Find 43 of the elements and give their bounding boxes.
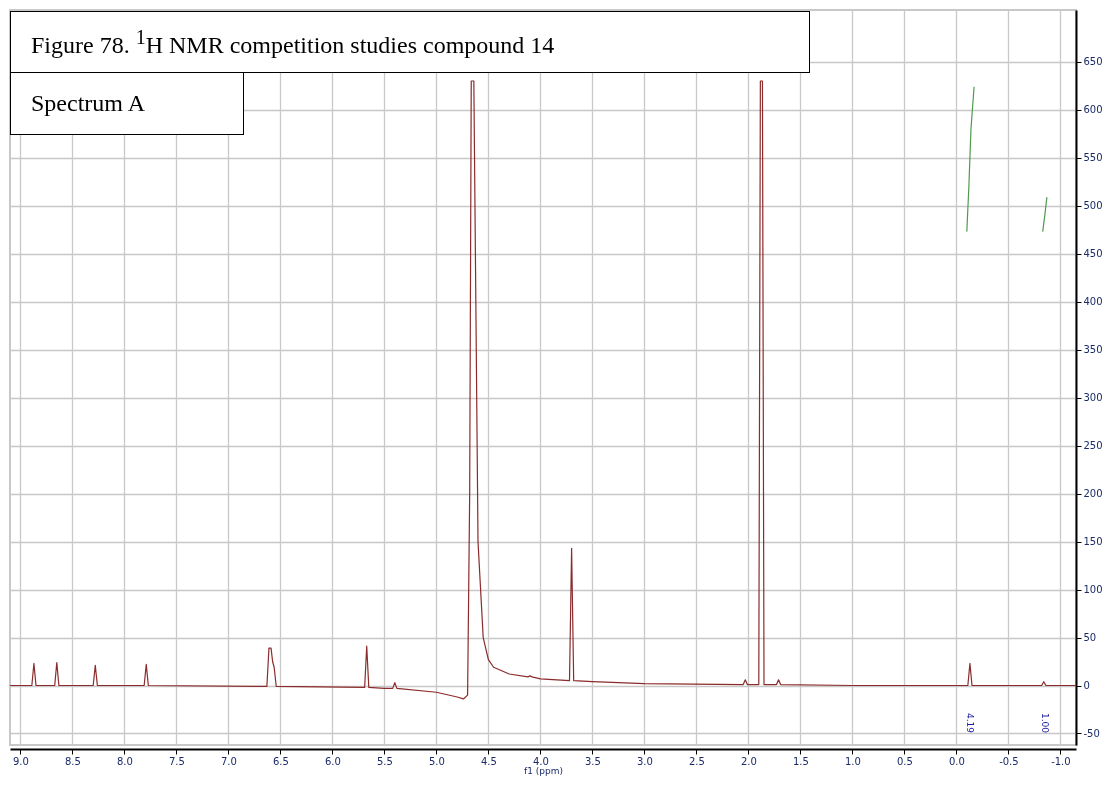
x-tick-label: 8.5 bbox=[64, 755, 81, 767]
x-tick-label: -1.0 bbox=[1051, 755, 1071, 767]
x-tick-label: 2.0 bbox=[740, 755, 757, 767]
x-tick-label: 3.0 bbox=[636, 755, 653, 767]
x-tick-label: 3.5 bbox=[584, 755, 601, 767]
x-tick-label: 6.5 bbox=[272, 755, 289, 767]
y-tick-label: 200 bbox=[1083, 488, 1103, 500]
y-tick-label: 100 bbox=[1083, 584, 1103, 596]
y-tick-label: 0 bbox=[1083, 680, 1090, 692]
y-tick-label: 300 bbox=[1083, 392, 1103, 404]
x-tick-label: 0.5 bbox=[896, 755, 913, 767]
x-tick-label: 8.0 bbox=[116, 755, 133, 767]
x-tick-label: 5.0 bbox=[428, 755, 445, 767]
y-tick-label: 150 bbox=[1083, 536, 1103, 548]
y-tick-label: 50 bbox=[1083, 632, 1097, 644]
line-series bbox=[966, 86, 975, 233]
x-tick-label: 1.5 bbox=[792, 755, 809, 767]
y-tick-label: 600 bbox=[1083, 104, 1103, 116]
x-axis-title: f1 (ppm) bbox=[524, 765, 563, 776]
y-tick-label: 500 bbox=[1083, 200, 1103, 212]
line-series bbox=[10, 80, 1076, 700]
x-tick-label: 9.0 bbox=[12, 755, 29, 767]
x-tick-label: 4.0 bbox=[532, 755, 549, 767]
x-tick-label: 7.5 bbox=[168, 755, 185, 767]
title-box: Figure 78. $^{1}$H NMR competition studies compound 14 bbox=[10, 11, 810, 73]
y-tick-label: 550 bbox=[1083, 152, 1103, 164]
y-tick-label: 250 bbox=[1083, 440, 1103, 452]
x-tick-label: 6.0 bbox=[324, 755, 341, 767]
x-tick-label: 7.0 bbox=[220, 755, 237, 767]
x-tick-label: 5.5 bbox=[376, 755, 393, 767]
x-tick-label: 2.5 bbox=[688, 755, 705, 767]
y-tick-label: 350 bbox=[1083, 344, 1103, 356]
subtitle-box: Spectrum A bbox=[10, 72, 244, 135]
y-tick-label: 450 bbox=[1083, 248, 1103, 260]
y-tick-label: 400 bbox=[1083, 296, 1103, 308]
y-tick-label: -50 bbox=[1083, 727, 1100, 739]
annotation: 4.19 bbox=[965, 712, 976, 734]
y-tick-label: 650 bbox=[1083, 56, 1103, 68]
annotation: 1.00 bbox=[1039, 712, 1050, 734]
x-tick-label: 4.5 bbox=[480, 755, 497, 767]
x-tick-label: -0.5 bbox=[999, 755, 1019, 767]
x-tick-label: 0.0 bbox=[948, 755, 965, 767]
x-tick-label: 1.0 bbox=[844, 755, 861, 767]
